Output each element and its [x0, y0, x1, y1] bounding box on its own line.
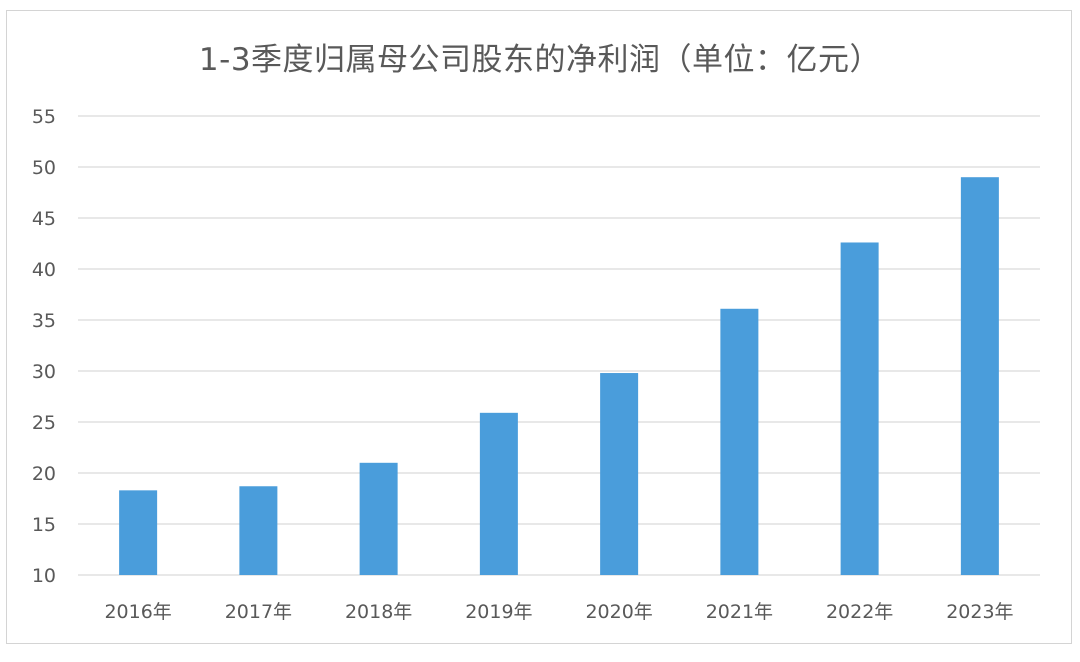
y-tick-label: 10	[32, 565, 56, 587]
bar	[720, 308, 759, 575]
gridlines	[78, 115, 1040, 576]
y-tick-label: 15	[32, 514, 56, 536]
x-tick-label: 2018年	[345, 601, 412, 623]
y-axis-tick-labels: 10 15 20 25 30 35 40 45 50 55	[32, 106, 56, 587]
bars	[119, 177, 999, 576]
x-tick-label: 2022年	[826, 601, 893, 623]
bar	[359, 462, 398, 575]
x-tick-label: 2023年	[946, 601, 1013, 623]
y-tick-label: 55	[32, 106, 56, 128]
x-axis-tick-labels: 2016年 2017年 2018年 2019年 2020年 2021年 2022年 2023年	[104, 601, 1013, 623]
y-tick-label: 40	[32, 259, 56, 281]
bar	[239, 486, 278, 575]
bar	[960, 177, 999, 575]
y-tick-label: 45	[32, 208, 56, 230]
x-tick-label: 2017年	[225, 601, 292, 623]
x-tick-label: 2016年	[104, 601, 171, 623]
y-tick-label: 50	[32, 157, 56, 179]
y-tick-label: 30	[32, 361, 56, 383]
bar	[600, 373, 639, 575]
y-tick-label: 20	[32, 463, 56, 485]
bar	[119, 490, 158, 575]
bar	[840, 242, 879, 576]
x-tick-label: 2019年	[465, 601, 532, 623]
chart-title: 1-3季度归属母公司股东的净利润（单位：亿元）	[198, 42, 882, 78]
y-tick-label: 25	[32, 412, 56, 434]
x-tick-label: 2021年	[706, 601, 773, 623]
x-tick-label: 2020年	[585, 601, 652, 623]
bar	[479, 412, 518, 575]
y-tick-label: 35	[32, 310, 56, 332]
